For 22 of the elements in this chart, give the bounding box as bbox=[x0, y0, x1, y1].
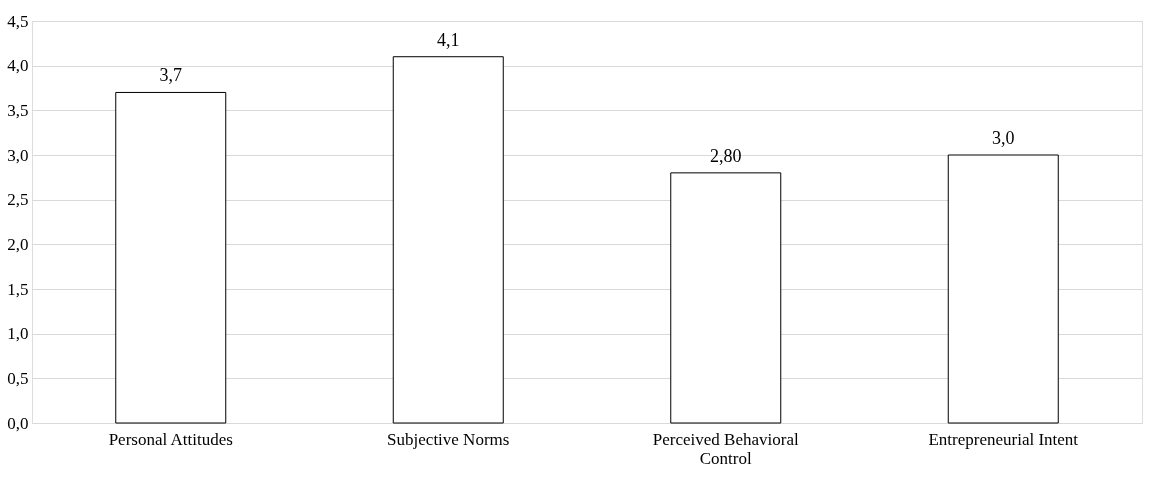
bar bbox=[947, 154, 1059, 424]
x-tick-label: Subjective Norms bbox=[387, 429, 510, 449]
x-tick-label: Entrepreneurial Intent bbox=[928, 429, 1079, 449]
data-label: 4,1 bbox=[437, 29, 460, 50]
y-tick-label: 0,0 bbox=[7, 413, 29, 433]
y-tick-label: 0,5 bbox=[7, 368, 29, 388]
bar bbox=[670, 172, 782, 424]
x-tick-label: Personal Attitudes bbox=[108, 429, 233, 449]
y-tick-label: 1,5 bbox=[7, 279, 29, 299]
y-tick-label: 2,0 bbox=[7, 234, 29, 254]
y-tick-label: 4,5 bbox=[7, 11, 29, 31]
y-tick-label: 3,0 bbox=[7, 145, 29, 165]
data-label: 2,80 bbox=[710, 145, 742, 166]
bar bbox=[115, 91, 227, 424]
bar bbox=[392, 56, 504, 424]
y-tick-label: 1,0 bbox=[7, 324, 29, 344]
y-tick-label: 4,0 bbox=[7, 56, 29, 76]
x-tick-label: Perceived Behavioral Control bbox=[652, 429, 799, 468]
data-label: 3,7 bbox=[159, 65, 182, 86]
y-tick-label: 2,5 bbox=[7, 190, 29, 210]
y-tick-label: 3,5 bbox=[7, 100, 29, 120]
data-label: 3,0 bbox=[992, 128, 1015, 148]
